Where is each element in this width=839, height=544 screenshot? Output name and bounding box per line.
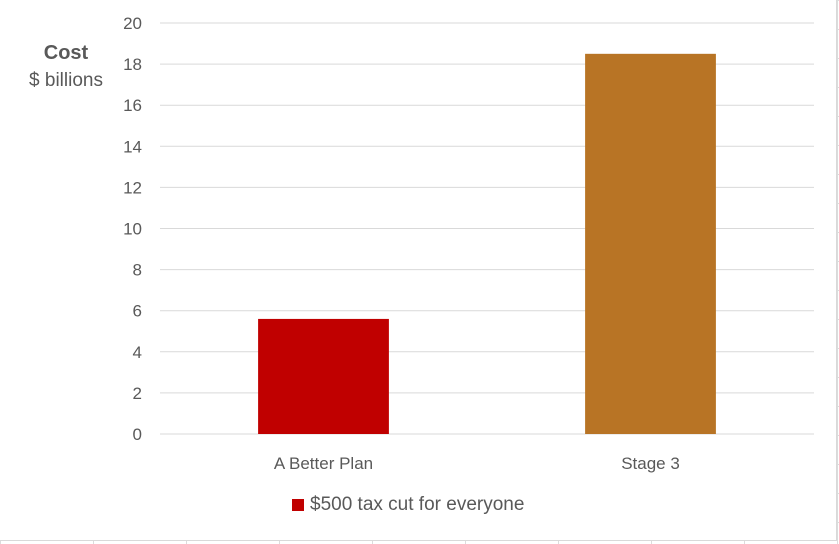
y-tick-label: 8 (133, 261, 142, 280)
y-axis-label: Cost (43, 42, 89, 64)
bar (585, 53, 716, 434)
y-tick-label: 18 (123, 55, 142, 74)
y-tick-label: 4 (133, 343, 142, 362)
y-tick-label: 2 (133, 384, 142, 403)
y-tick-label: 10 (123, 220, 142, 239)
legend: $500 tax cut for everyone (292, 492, 524, 518)
y-tick-label: 6 (133, 302, 142, 321)
legend-label: $500 tax cut for everyone (310, 494, 525, 515)
y-tick-label: 20 (123, 14, 142, 33)
y-tick-label: 16 (123, 96, 142, 115)
y-axis-unit: $ billions (29, 70, 103, 91)
y-axis-title: Cost $ billions (14, 40, 118, 94)
bar (258, 318, 389, 434)
x-tick-label: A Better Plan (274, 454, 373, 473)
legend-swatch (292, 499, 304, 511)
x-tick-label: Stage 3 (621, 454, 680, 473)
y-tick-label: 12 (123, 178, 142, 197)
y-tick-label: 0 (133, 425, 142, 444)
y-tick-label: 14 (123, 137, 142, 156)
